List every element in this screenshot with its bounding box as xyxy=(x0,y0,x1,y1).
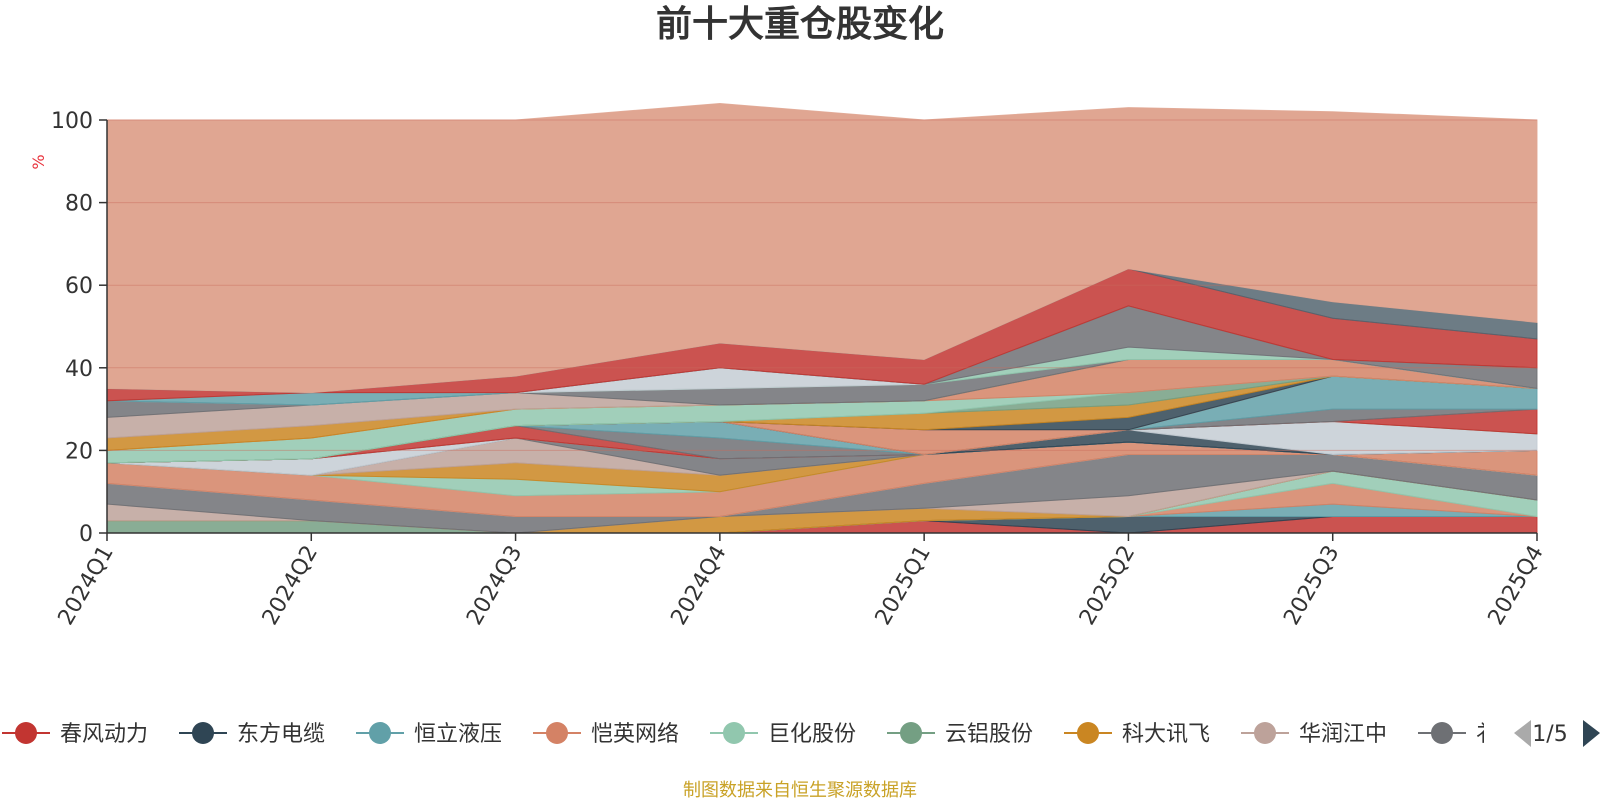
legend-item[interactable]: 春风动力 xyxy=(2,722,148,747)
legend-item[interactable]: 巨化股份 xyxy=(710,722,856,747)
legend-prev-page-icon[interactable] xyxy=(1514,720,1531,747)
y-tick-label: 100 xyxy=(51,109,93,134)
y-axis-ticks: 0 20 40 60 80 100 xyxy=(51,109,107,547)
legend-dot-icon xyxy=(900,722,922,744)
legend-dot-icon xyxy=(192,722,214,744)
y-tick-label: 80 xyxy=(65,192,93,217)
legend-dot-icon xyxy=(723,722,745,744)
area-series-group xyxy=(106,102,1538,534)
legend-item[interactable]: 东方电缆 xyxy=(179,722,325,747)
legend-item[interactable]: 衤 xyxy=(1418,722,1498,747)
x-axis-ticks: 2024Q1 2024Q2 2024Q3 2024Q4 2025Q1 2025Q2 2025… xyxy=(54,533,1549,629)
legend-dot-icon xyxy=(369,722,391,744)
x-tick-label: 2025Q2 xyxy=(1075,541,1140,629)
legend-dot-icon xyxy=(15,722,37,744)
y-tick-label: 40 xyxy=(65,357,93,382)
legend-label: 云铝股份 xyxy=(945,722,1033,747)
legend-next-page-icon[interactable] xyxy=(1583,720,1600,747)
legend-label: 衤 xyxy=(1476,722,1498,747)
x-tick-label: 2024Q3 xyxy=(462,541,527,629)
legend-item[interactable]: 云铝股份 xyxy=(887,722,1033,747)
x-tick-label: 2024Q2 xyxy=(258,541,323,629)
x-tick-label: 2025Q1 xyxy=(871,541,936,629)
y-tick-label: 20 xyxy=(65,439,93,464)
legend-item[interactable]: 恺英网络 xyxy=(533,722,679,747)
legend-label: 东方电缆 xyxy=(237,722,325,747)
grid-lines xyxy=(107,119,1537,451)
legend-dot-icon xyxy=(1431,722,1453,744)
y-axis-unit-label: % xyxy=(29,154,48,169)
legend-label: 华润江中 xyxy=(1299,722,1387,747)
legend-item[interactable]: 华润江中 xyxy=(1241,722,1387,747)
data-source-note: 制图数据来自恒生聚源数据库 xyxy=(683,780,917,800)
legend-label: 巨化股份 xyxy=(768,722,856,747)
legend-dot-icon xyxy=(1254,722,1276,744)
legend-dot-icon xyxy=(1077,722,1099,744)
legend-item[interactable]: 恒立液压 xyxy=(356,722,502,747)
legend-dot-icon xyxy=(546,722,568,744)
area-series-44[interactable] xyxy=(106,102,1538,394)
x-tick-label: 2024Q1 xyxy=(54,541,119,629)
legend-page-indicator: 1/5 xyxy=(1532,722,1567,747)
legend: 春风动力 东方电缆 恒立液压 恺英网络 巨化股份 云铝股份 科大讯飞 华润江中 衤 xyxy=(2,722,1498,747)
legend-label: 科大讯飞 xyxy=(1122,722,1210,747)
chart-title: 前十大重仓股变化 xyxy=(656,3,944,45)
x-tick-label: 2025Q3 xyxy=(1279,541,1344,629)
legend-label: 恒立液压 xyxy=(414,722,502,747)
y-tick-label: 60 xyxy=(65,274,93,299)
x-tick-label: 2025Q4 xyxy=(1484,541,1549,629)
legend-label: 春风动力 xyxy=(60,722,148,747)
legend-item[interactable]: 科大讯飞 xyxy=(1064,722,1210,747)
legend-pager: 1/5 xyxy=(1514,720,1600,747)
x-tick-label: 2024Q4 xyxy=(666,541,731,629)
y-tick-label: 0 xyxy=(79,522,93,547)
legend-label: 恺英网络 xyxy=(591,722,679,747)
axes xyxy=(106,120,1537,534)
